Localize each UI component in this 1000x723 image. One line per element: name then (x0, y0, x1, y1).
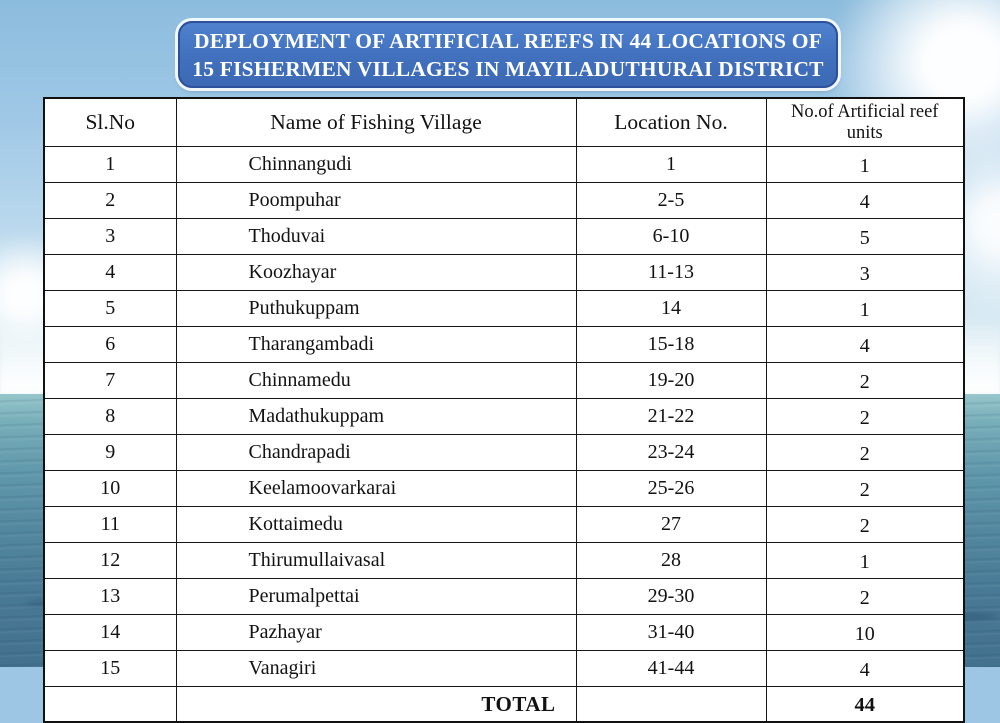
table-row: 7 Chinnamedu 19-20 2 (43, 362, 965, 399)
cell-village: Vanagiri (175, 650, 577, 687)
cell-village: Poompuhar (175, 182, 577, 219)
cell-slno: 5 (43, 290, 177, 327)
table-row: 2 Poompuhar 2-5 4 (43, 182, 965, 219)
column-header-village: Name of Fishing Village (175, 97, 577, 147)
cell-slno: 11 (43, 506, 177, 543)
cell-slno: 2 (43, 182, 177, 219)
cell-location: 6-10 (575, 218, 767, 255)
cell-location: 28 (575, 542, 767, 579)
table-row: 9 Chandrapadi 23-24 2 (43, 434, 965, 471)
table-row: 14 Pazhayar 31-40 10 (43, 614, 965, 651)
cell-village: Chinnangudi (175, 146, 577, 183)
table-row: 8 Madathukuppam 21-22 2 (43, 398, 965, 435)
table-row: 3 Thoduvai 6-10 5 (43, 218, 965, 255)
table-header-row: Sl.No Name of Fishing Village Location N… (43, 97, 965, 147)
cell-village: Koozhayar (175, 254, 577, 291)
cell-slno: 6 (43, 326, 177, 363)
cell-village: Pazhayar (175, 614, 577, 651)
table-row: 12 Thirumullaivasal 28 1 (43, 542, 965, 579)
cell-location: 27 (575, 506, 767, 543)
cell-slno: 10 (43, 470, 177, 507)
title-line-1: DEPLOYMENT OF ARTIFICIAL REEFS IN 44 LOC… (193, 29, 823, 53)
cell-units: 2 (765, 434, 965, 471)
cell-slno: 12 (43, 542, 177, 579)
cell-location: 2-5 (575, 182, 767, 219)
cell-slno: 7 (43, 362, 177, 399)
cell-location: 21-22 (575, 398, 767, 435)
cell-village: Thoduvai (175, 218, 577, 255)
cell-units: 2 (765, 398, 965, 435)
cell-units: 1 (765, 290, 965, 327)
column-header-slno: Sl.No (43, 97, 177, 147)
table-row: 5 Puthukuppam 14 1 (43, 290, 965, 327)
cell-village: Chandrapadi (175, 434, 577, 471)
cell-village: Chinnamedu (175, 362, 577, 399)
slide-title-banner: DEPLOYMENT OF ARTIFICIAL REEFS IN 44 LOC… (178, 21, 838, 88)
cell-units: 1 (765, 542, 965, 579)
table-row: 13 Perumalpettai 29-30 2 (43, 578, 965, 615)
cell-units: 10 (765, 614, 965, 651)
cell-units: 1 (765, 146, 965, 183)
cell-slno: 3 (43, 218, 177, 255)
cell-units: 5 (765, 218, 965, 255)
cell-village: Madathukuppam (175, 398, 577, 435)
cell-units: 2 (765, 578, 965, 615)
cell-slno: 13 (43, 578, 177, 615)
table-row: 6 Tharangambadi 15-18 4 (43, 326, 965, 363)
column-header-units: No.of Artificial reef units (765, 97, 965, 147)
title-line-2: 15 FISHERMEN VILLAGES IN MAYILADUTHURAI … (192, 57, 824, 81)
cell-village: Kottaimedu (175, 506, 577, 543)
cell-village: Keelamoovarkarai (175, 470, 577, 507)
cell-location: 25-26 (575, 470, 767, 507)
total-empty-location-cell (575, 686, 767, 723)
cell-village: Thirumullaivasal (175, 542, 577, 579)
cell-location: 31-40 (575, 614, 767, 651)
cell-units: 4 (765, 650, 965, 687)
total-label: TOTAL (175, 686, 577, 723)
table-row: 10 Keelamoovarkarai 25-26 2 (43, 470, 965, 507)
cell-location: 41-44 (575, 650, 767, 687)
total-units-value: 44 (765, 686, 965, 723)
cell-slno: 1 (43, 146, 177, 183)
cell-location: 1 (575, 146, 767, 183)
table-row: 15 Vanagiri 41-44 4 (43, 650, 965, 687)
cell-units: 4 (765, 182, 965, 219)
cell-units: 4 (765, 326, 965, 363)
cell-slno: 14 (43, 614, 177, 651)
cell-location: 29-30 (575, 578, 767, 615)
cell-slno: 4 (43, 254, 177, 291)
table-row: 1 Chinnangudi 1 1 (43, 146, 965, 183)
column-header-location: Location No. (575, 97, 767, 147)
table-row: 11 Kottaimedu 27 2 (43, 506, 965, 543)
cell-units: 2 (765, 506, 965, 543)
cell-location: 11-13 (575, 254, 767, 291)
total-empty-slno-cell (43, 686, 177, 723)
cell-location: 14 (575, 290, 767, 327)
table-row: 4 Koozhayar 11-13 3 (43, 254, 965, 291)
cell-units: 2 (765, 470, 965, 507)
cell-village: Perumalpettai (175, 578, 577, 615)
cell-location: 23-24 (575, 434, 767, 471)
cell-slno: 15 (43, 650, 177, 687)
cell-units: 2 (765, 362, 965, 399)
cell-location: 19-20 (575, 362, 767, 399)
table-total-row: TOTAL 44 (43, 686, 965, 723)
cell-slno: 9 (43, 434, 177, 471)
cell-village: Tharangambadi (175, 326, 577, 363)
cell-slno: 8 (43, 398, 177, 435)
artificial-reef-table: Sl.No Name of Fishing Village Location N… (43, 97, 965, 723)
cell-location: 15-18 (575, 326, 767, 363)
cell-village: Puthukuppam (175, 290, 577, 327)
cell-units: 3 (765, 254, 965, 291)
